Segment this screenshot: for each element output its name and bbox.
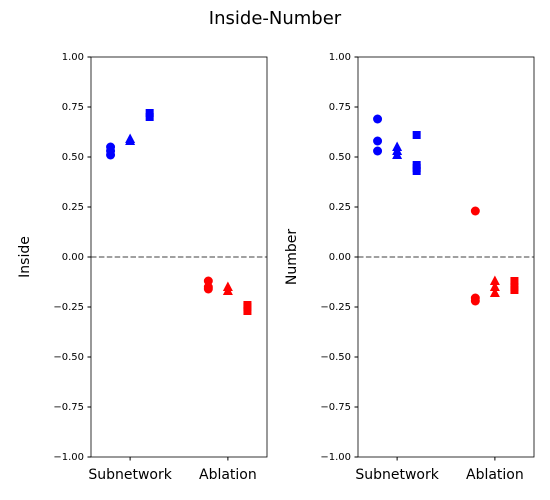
point <box>373 114 383 124</box>
point <box>470 206 480 216</box>
figure-title: Inside-Number <box>209 8 342 29</box>
y-tick-label: −0.25 <box>320 302 351 313</box>
point <box>392 149 403 159</box>
point <box>470 296 480 306</box>
point <box>412 164 421 172</box>
point <box>125 135 136 145</box>
x-tick-label: Subnetwork <box>88 467 172 483</box>
y-tick-label: 0.75 <box>329 102 351 113</box>
y-tick-label: −0.25 <box>53 302 84 313</box>
point <box>489 281 500 291</box>
y-tick-label: 0.50 <box>329 152 351 163</box>
point <box>510 277 519 285</box>
y-tick-label: 0.50 <box>62 152 84 163</box>
y-tick-label: −1.00 <box>320 452 351 463</box>
point <box>373 146 383 156</box>
y-tick-label: 0.75 <box>62 102 84 113</box>
axes-frame <box>90 56 268 458</box>
point <box>489 275 500 285</box>
point <box>106 150 116 160</box>
y-tick-label: 0.00 <box>329 252 351 263</box>
point <box>373 136 383 146</box>
y-tick-label: −0.50 <box>53 352 84 363</box>
point <box>412 131 421 139</box>
x-tick-label: Ablation <box>199 467 257 483</box>
y-axis-label: Inside <box>17 236 33 278</box>
y-tick-label: −0.50 <box>320 352 351 363</box>
y-tick-label: 0.25 <box>62 202 84 213</box>
point <box>510 286 519 294</box>
point <box>203 284 213 294</box>
point <box>243 303 252 311</box>
x-tick-label: Ablation <box>466 467 524 483</box>
y-tick-label: −0.75 <box>53 402 84 413</box>
y-tick-label: 1.00 <box>62 52 84 63</box>
x-tick-label: Subnetwork <box>355 467 439 483</box>
point <box>145 113 154 121</box>
y-tick-label: 0.00 <box>62 252 84 263</box>
axes-frame <box>357 56 535 458</box>
y-tick-label: 0.25 <box>329 202 351 213</box>
y-tick-label: −0.75 <box>320 402 351 413</box>
y-tick-label: 1.00 <box>329 52 351 63</box>
y-tick-label: −1.00 <box>53 452 84 463</box>
point <box>489 287 500 297</box>
y-axis-label: Number <box>284 229 300 285</box>
point <box>222 285 233 295</box>
